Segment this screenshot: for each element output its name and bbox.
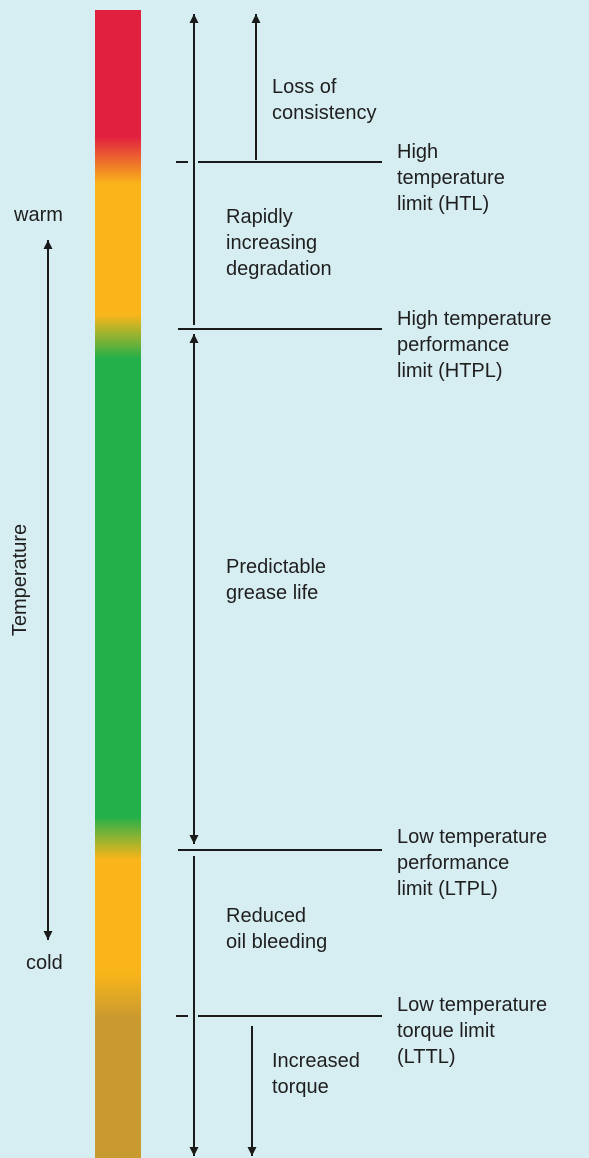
htpl-label: High temperature performance limit (HTPL…	[397, 308, 552, 382]
temperature-color-bar	[95, 10, 141, 1158]
temperature-axis-label: Temperature	[9, 523, 31, 637]
increased-torque-label: Increased torque	[272, 1050, 360, 1098]
predictable-life-label: Predictable grease life	[226, 556, 327, 604]
lttl-label: Low temperature torque limit (LTTL)	[397, 994, 548, 1068]
cold-label: cold	[26, 952, 63, 974]
loss-of-consistency-label: Loss of consistency	[272, 76, 377, 124]
ltpl-label: Low temperature performance limit (LTPL)	[397, 826, 548, 900]
warm-label: warm	[14, 204, 63, 226]
degradation-label: Rapidly increasing degradation	[226, 206, 332, 280]
htl-label: High temperature limit (HTL)	[397, 141, 505, 215]
reduced-oil-bleeding-label: Reduced oil bleeding	[226, 905, 328, 953]
